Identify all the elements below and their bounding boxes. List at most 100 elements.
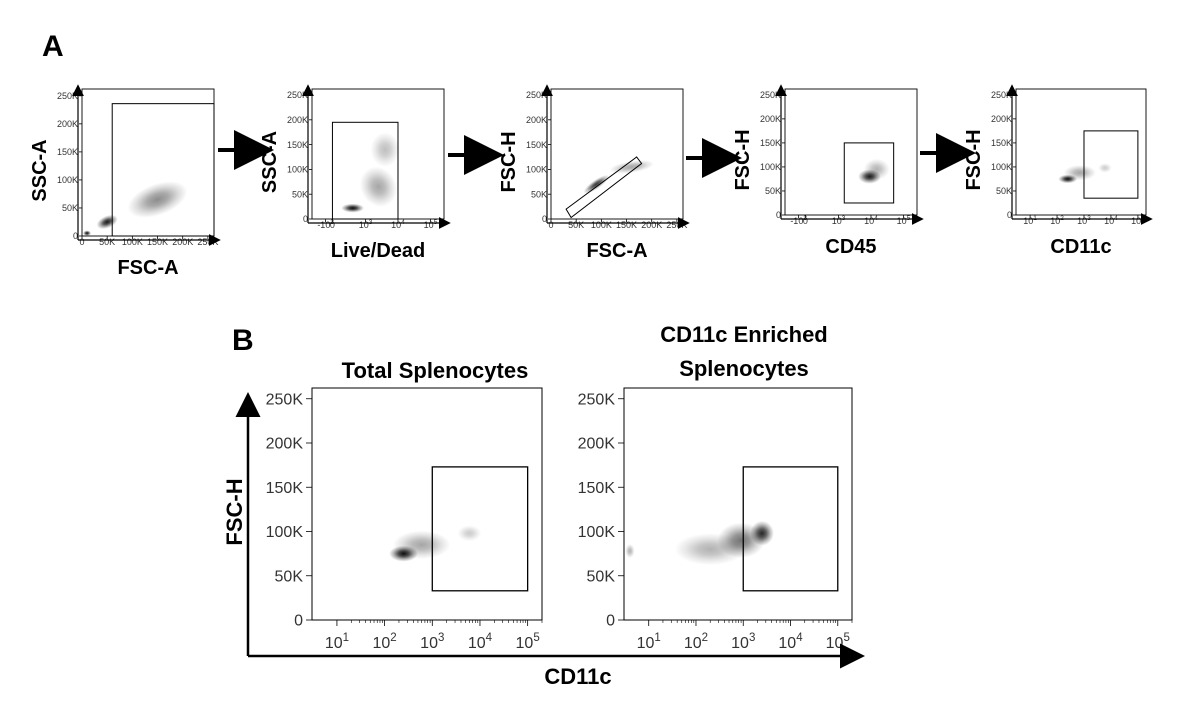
y-tick-label: 0 [542, 214, 547, 224]
density-region [457, 525, 482, 542]
x-axis-label: FSC-A [586, 240, 647, 262]
y-tick-label: 100K [57, 175, 78, 185]
x-axis-label: FSC-A [117, 257, 178, 279]
x-tick-label: 105 [424, 219, 438, 230]
gate-rectangle [1083, 130, 1139, 199]
y-tick-label: 200K [266, 436, 304, 453]
x-tick-label: 150K [147, 237, 168, 247]
density-layer [858, 158, 890, 184]
x-tick-label: 104 [468, 632, 493, 652]
density-region [1098, 163, 1112, 173]
plot-fsch-vs-cd11c: 0 50K 100K 150K 200K 250K 101 102 103 104 105 CD11c… [963, 84, 1153, 258]
y-tick-label: 250K [526, 90, 547, 100]
y-tick-label: 50K [275, 568, 304, 585]
y-tick-label: 50K [292, 189, 308, 199]
y-tick-label: 0 [776, 210, 781, 220]
y-tick-label: 250K [287, 90, 308, 100]
plot-fsch-vs-fsca: 0 50K 100K 150K 200K 250K 0 50K 100K 150K 200K 250K… [498, 84, 690, 262]
x-tick-label: 102 [373, 632, 397, 652]
y-tick-label: 0 [303, 214, 308, 224]
y-tick-label: 50K [996, 186, 1012, 196]
plot-frame [1015, 88, 1147, 216]
x-axis-label: CD45 [825, 236, 876, 258]
density-region [83, 230, 92, 236]
x-tick-label: 103 [832, 215, 846, 226]
y-tick-label: 150K [578, 480, 616, 497]
density-region [863, 158, 890, 180]
gate-rectangle [111, 103, 215, 237]
y-tick-label: 200K [578, 436, 616, 453]
x-tick-label: 105 [826, 632, 850, 652]
y-tick-label: 200K [526, 115, 547, 125]
plot-ssc-vs-live-dead: 050K100K150K200K250K-1030103104105Live/D… [259, 84, 451, 262]
y-axis-label: SSC-A [259, 131, 281, 193]
x-tick-label: 104 [391, 219, 405, 230]
y-tick-label: 100K [526, 165, 547, 175]
density-region [370, 132, 400, 167]
x-tick-label: 103 [420, 632, 444, 652]
x-tick-label: 250K [197, 237, 218, 247]
x-tick-label: 0 [79, 237, 84, 247]
x-tick-label: 103 [731, 632, 755, 652]
y-tick-label: 0 [606, 613, 615, 630]
y-tick-label: 200K [760, 114, 781, 124]
x-tick-label: 101 [325, 632, 349, 652]
y-tick-label: 150K [266, 480, 304, 497]
y-tick-label: 150K [526, 140, 547, 150]
x-tick-label: 104 [778, 632, 803, 652]
x-axis-label: Live/Dead [331, 240, 425, 262]
y-tick-label: 100K [760, 162, 781, 172]
gating-arrows [218, 130, 976, 178]
plot-frame [311, 387, 543, 621]
y-tick-label: 250K [991, 90, 1012, 100]
y-tick-label: 100K [287, 165, 308, 175]
panel-label-a: A [42, 30, 64, 63]
panel-label-b: B [232, 324, 254, 357]
shared-axes-b: FSC-H CD11c [222, 392, 865, 689]
y-tick-label: 250K [57, 91, 78, 101]
y-tick-label: 200K [287, 115, 308, 125]
x-tick-label: 50K [568, 220, 584, 230]
density-region [625, 543, 635, 559]
density-layer [625, 520, 774, 566]
density-region [341, 203, 364, 213]
plot-total-splenocytes: 0 50K 100K 150K 200K 250K 101 102 103 104 105 Total… [266, 358, 543, 652]
y-tick-label: 0 [73, 231, 78, 241]
x-tick-label: 102 [684, 632, 708, 652]
x-tick-label: 0 [803, 216, 808, 226]
density-region [1063, 165, 1096, 181]
density-layer [389, 525, 482, 562]
plot-cd11c-enriched: 0 50K 100K 150K 200K 250K 101 102 103 104 105 CD11c… [578, 322, 853, 652]
density-region [609, 160, 654, 174]
x-tick-label: 102 [1050, 215, 1064, 226]
density-layer [341, 132, 400, 213]
y-tick-label: 150K [991, 138, 1012, 148]
shared-x-axis-label: CD11c [544, 664, 611, 689]
y-tick-label: 0 [1007, 210, 1012, 220]
x-tick-label: 200K [172, 237, 193, 247]
y-tick-label: 50K [531, 189, 547, 199]
y-tick-label: 50K [62, 203, 78, 213]
y-tick-label: 0 [294, 613, 303, 630]
plot-frame [550, 88, 684, 220]
y-tick-label: 200K [57, 119, 78, 129]
x-tick-label: 150K [616, 220, 637, 230]
y-tick-label: 100K [578, 524, 616, 541]
plot-fsch-vs-cd45: 050K100K150K200K250K-1030103104105CD45FS… [732, 84, 924, 258]
x-tick-label: 101 [1023, 215, 1037, 226]
y-tick-label: 150K [760, 138, 781, 148]
y-tick-label: 100K [991, 162, 1012, 172]
x-axis-label: CD11c [1050, 236, 1111, 258]
shared-y-axis-label: FSC-H [222, 478, 247, 545]
y-tick-label: 50K [587, 568, 616, 585]
density-layer [1058, 163, 1112, 184]
x-tick-label: 250K [666, 220, 687, 230]
x-tick-label: 0 [330, 220, 335, 230]
density-region [127, 181, 188, 218]
plot-title-line: CD11c Enriched [660, 322, 828, 347]
x-tick-label: 100K [591, 220, 612, 230]
y-tick-label: 250K [760, 90, 781, 100]
y-tick-label: 50K [765, 186, 781, 196]
x-tick-label: 103 [1077, 215, 1091, 226]
